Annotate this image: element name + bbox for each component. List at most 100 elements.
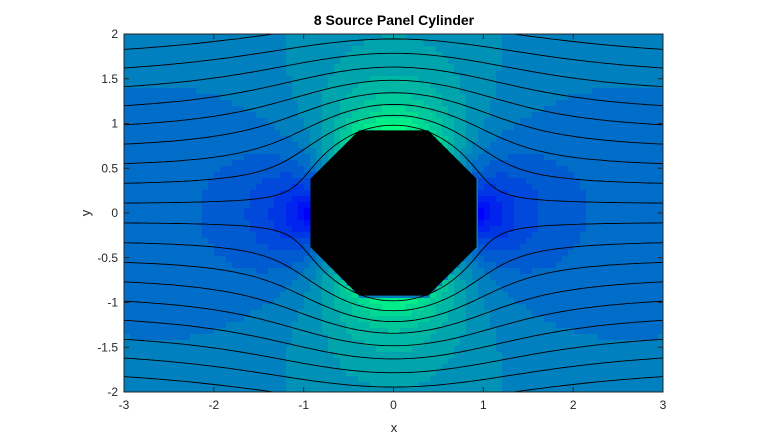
contour-cell <box>232 142 239 149</box>
contour-cell <box>130 232 137 239</box>
contour-cell <box>658 304 663 311</box>
contour-cell <box>298 238 305 245</box>
contour-cell <box>640 76 647 83</box>
contour-cell <box>652 256 659 263</box>
contour-cell <box>568 298 575 305</box>
contour-cell <box>436 88 443 95</box>
contour-cell <box>226 160 233 167</box>
contour-cell <box>226 214 233 221</box>
contour-cell <box>586 166 593 173</box>
contour-cell <box>658 112 663 119</box>
contour-cell <box>280 178 287 185</box>
contour-cell <box>556 286 563 293</box>
contour-cell <box>256 274 263 281</box>
contour-cell <box>418 76 425 83</box>
contour-cell <box>364 124 371 131</box>
contour-cell <box>640 262 647 269</box>
contour-cell <box>436 316 443 323</box>
contour-cell <box>214 40 221 47</box>
contour-cell <box>580 214 587 221</box>
contour-cell <box>136 76 143 83</box>
contour-cell <box>610 202 617 209</box>
contour-cell <box>214 196 221 203</box>
contour-cell <box>562 328 569 335</box>
contour-cell <box>178 364 185 371</box>
contour-cell <box>364 34 371 41</box>
contour-cell <box>328 322 335 329</box>
contour-cell <box>550 106 557 113</box>
contour-cell <box>616 346 623 353</box>
contour-cell <box>640 190 647 197</box>
contour-cell <box>658 232 663 239</box>
contour-cell <box>406 124 413 131</box>
contour-cell <box>334 364 341 371</box>
contour-cell <box>454 382 461 389</box>
contour-cell <box>316 304 323 311</box>
contour-cell <box>580 358 587 365</box>
contour-cell <box>640 304 647 311</box>
contour-cell <box>538 304 545 311</box>
contour-cell <box>238 238 245 245</box>
contour-cell <box>598 172 605 179</box>
contour-cell <box>604 304 611 311</box>
contour-cell <box>178 346 185 353</box>
contour-cell <box>226 280 233 287</box>
contour-cell <box>544 340 551 347</box>
contour-cell <box>568 268 575 275</box>
contour-cell <box>226 340 233 347</box>
contour-cell <box>202 106 209 113</box>
contour-cell <box>454 106 461 113</box>
contour-cell <box>154 178 161 185</box>
contour-cell <box>178 130 185 137</box>
contour-cell <box>226 334 233 341</box>
contour-cell <box>298 124 305 131</box>
contour-cell <box>160 238 167 245</box>
contour-cell <box>538 274 545 281</box>
contour-cell <box>352 322 359 329</box>
contour-cell <box>262 40 269 47</box>
contour-cell <box>436 106 443 113</box>
contour-cell <box>526 262 533 269</box>
contour-cell <box>346 76 353 83</box>
contour-cell <box>298 322 305 329</box>
contour-cell <box>610 196 617 203</box>
contour-cell <box>274 130 281 137</box>
contour-cell <box>526 292 533 299</box>
contour-cell <box>556 226 563 233</box>
contour-cell <box>622 58 629 65</box>
contour-cell <box>448 94 455 101</box>
contour-cell <box>430 34 437 41</box>
contour-cell <box>484 250 491 257</box>
contour-cell <box>526 154 533 161</box>
contour-cell <box>310 358 317 365</box>
contour-cell <box>550 76 557 83</box>
contour-cell <box>604 250 611 257</box>
contour-cell <box>514 142 521 149</box>
contour-cell <box>472 298 479 305</box>
contour-cell <box>448 124 455 131</box>
contour-cell <box>292 202 299 209</box>
contour-cell <box>520 64 527 71</box>
contour-cell <box>268 214 275 221</box>
contour-cell <box>598 106 605 113</box>
contour-cell <box>280 286 287 293</box>
contour-cell <box>184 358 191 365</box>
contour-cell <box>592 244 599 251</box>
contour-cell <box>442 304 449 311</box>
contour-cell <box>538 100 545 107</box>
contour-cell <box>220 178 227 185</box>
contour-cell <box>334 382 341 389</box>
contour-cell <box>508 154 515 161</box>
contour-cell <box>304 118 311 125</box>
contour-cell <box>460 124 467 131</box>
contour-cell <box>250 220 257 227</box>
contour-cell <box>532 70 539 77</box>
contour-cell <box>256 244 263 251</box>
contour-cell <box>124 100 131 107</box>
contour-cell <box>304 40 311 47</box>
contour-cell <box>460 136 467 143</box>
contour-cell <box>550 196 557 203</box>
contour-cell <box>136 268 143 275</box>
contour-cell <box>586 46 593 53</box>
contour-cell <box>478 160 485 167</box>
